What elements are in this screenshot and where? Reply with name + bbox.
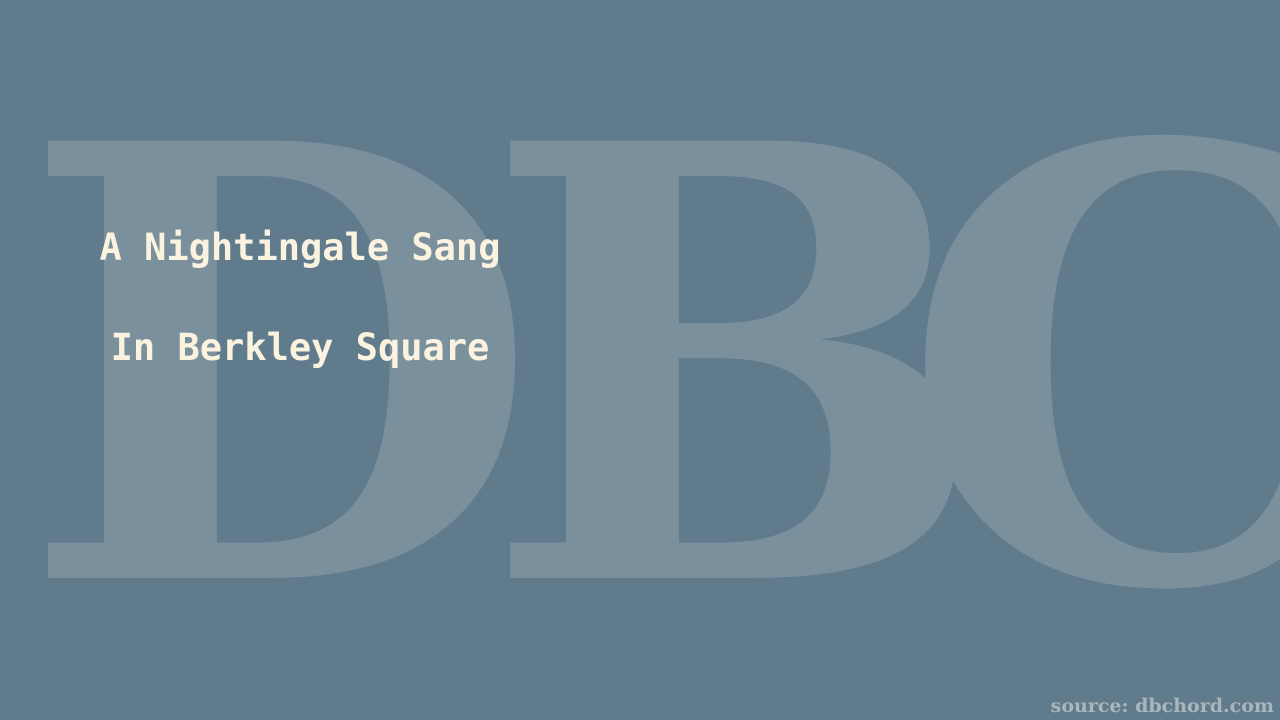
song-title-line-2: In Berkley Square [110,326,490,369]
song-title-block: A Nightingale Sang In Berkley Square [0,0,600,720]
song-title-line-1: A Nightingale Sang [99,226,501,269]
source-credit: source: dbchord.com [1050,695,1274,718]
watermark-letter-c: C [900,17,1280,720]
